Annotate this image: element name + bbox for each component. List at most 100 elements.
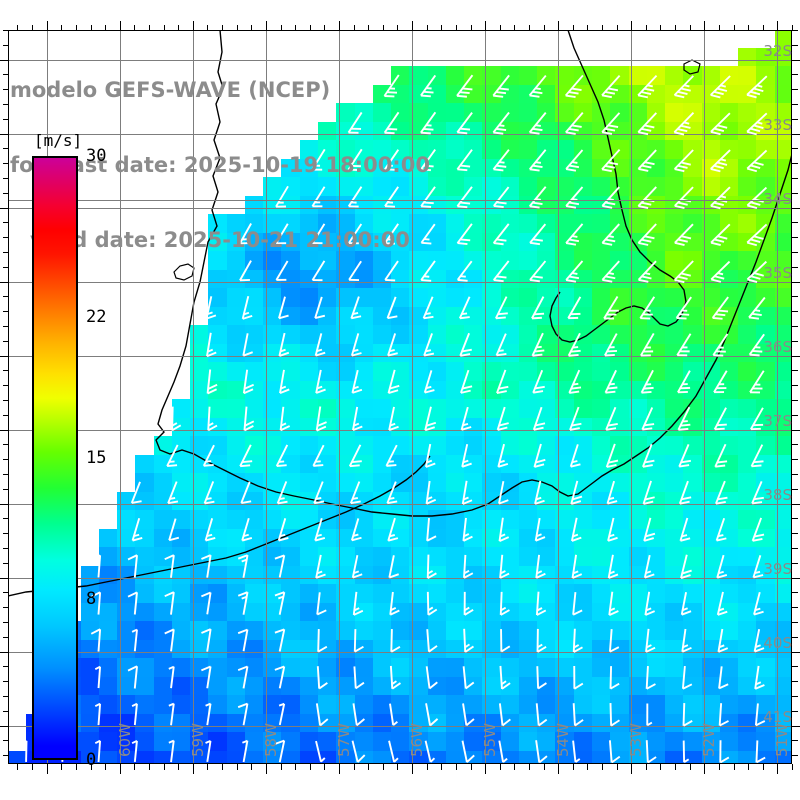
grid-cell	[702, 325, 721, 345]
grid-cell	[172, 566, 191, 585]
grid-cell	[428, 436, 447, 456]
grid-cell	[482, 66, 502, 86]
grid-cell	[263, 362, 282, 382]
grid-cell	[555, 214, 575, 234]
grid-cell	[135, 584, 155, 604]
colorbar-tick: 0	[86, 750, 97, 770]
grid-cell	[154, 603, 173, 622]
grid-cell	[227, 455, 246, 474]
grid-cell	[373, 251, 392, 271]
grid-cell	[99, 603, 118, 622]
grid-cell	[336, 251, 356, 271]
grid-cell	[519, 455, 538, 474]
grid-cell	[519, 307, 538, 326]
grid-cell	[446, 584, 465, 604]
grid-cell	[574, 307, 593, 326]
grid-cell	[409, 362, 429, 382]
grid-cell	[300, 547, 319, 567]
grid-cell	[428, 640, 447, 659]
grid-cell	[318, 288, 337, 308]
grid-cell	[720, 640, 739, 659]
grid-cell	[537, 547, 556, 567]
grid-cell	[409, 288, 429, 308]
grid-cell	[355, 418, 374, 437]
grid-cell	[501, 270, 520, 289]
grid-cell	[227, 529, 246, 548]
grid-cell	[172, 603, 191, 622]
grid-cell	[647, 270, 666, 289]
grid-cell	[409, 140, 429, 160]
grid-cell	[629, 307, 648, 326]
grid-cell	[756, 510, 776, 530]
grid-cell	[464, 547, 483, 567]
grid-cell	[428, 584, 447, 604]
grid-cell	[464, 122, 483, 141]
grid-cell	[501, 122, 520, 141]
grid-cell	[190, 658, 209, 678]
grid-cell	[775, 584, 792, 604]
grid-cell	[738, 325, 757, 345]
grid-cell	[428, 344, 447, 363]
grid-cell	[318, 584, 337, 604]
grid-cell	[300, 177, 319, 197]
grid-cell	[501, 621, 520, 641]
grid-cell	[738, 603, 757, 622]
grid-cell	[738, 473, 757, 493]
grid-cell	[391, 344, 410, 363]
grid-cell	[245, 399, 264, 419]
grid-cell	[117, 658, 136, 678]
grid-cell	[683, 640, 703, 659]
grid-cell	[245, 603, 264, 622]
grid-cell	[281, 566, 301, 585]
grid-cell	[647, 418, 666, 437]
grid-cell	[263, 325, 282, 345]
grid-cell	[537, 492, 556, 511]
grid-cell	[373, 547, 392, 567]
grid-cell	[300, 270, 319, 289]
grid-cell	[355, 122, 374, 141]
grid-cell	[665, 640, 684, 659]
grid-cell	[263, 621, 282, 641]
grid-cell	[555, 510, 575, 530]
grid-cell	[154, 529, 173, 548]
grid-cell	[519, 381, 538, 400]
grid-cell	[482, 288, 502, 308]
grid-cell	[519, 492, 538, 511]
grid-cell	[665, 584, 684, 604]
grid-cell	[702, 529, 721, 548]
grid-cell	[318, 603, 337, 622]
grid-cell	[281, 455, 301, 474]
grid-cell	[245, 455, 264, 474]
colorbar-tick: 8	[86, 588, 97, 609]
grid-cell	[355, 344, 374, 363]
grid-cell	[501, 399, 520, 419]
grid-cell	[245, 529, 264, 548]
grid-cell	[629, 362, 648, 382]
grid-cell	[482, 566, 502, 585]
grid-cell	[555, 399, 575, 419]
grid-cell	[647, 492, 666, 511]
grid-cell	[610, 233, 630, 252]
grid-cell	[555, 325, 575, 345]
grid-cell	[738, 66, 757, 86]
grid-cell	[702, 436, 721, 456]
grid-cell	[245, 566, 264, 585]
grid-cell	[336, 307, 356, 326]
grid-cell	[738, 307, 757, 326]
grid-cell	[409, 344, 429, 363]
grid-cell	[683, 399, 703, 419]
grid-cell	[227, 288, 246, 308]
grid-cell	[537, 122, 556, 141]
grid-cell	[702, 288, 721, 308]
grid-cell	[702, 547, 721, 567]
grid-cell	[355, 288, 374, 308]
grid-cell	[629, 603, 648, 622]
grid-cell	[336, 640, 356, 659]
grid-cell	[208, 529, 228, 548]
grid-cell	[409, 177, 429, 197]
grid-cell	[720, 344, 739, 363]
grid-cell	[720, 492, 739, 511]
grid-cell	[263, 270, 282, 289]
grid-cell	[738, 455, 757, 474]
grid-cell	[135, 510, 155, 530]
